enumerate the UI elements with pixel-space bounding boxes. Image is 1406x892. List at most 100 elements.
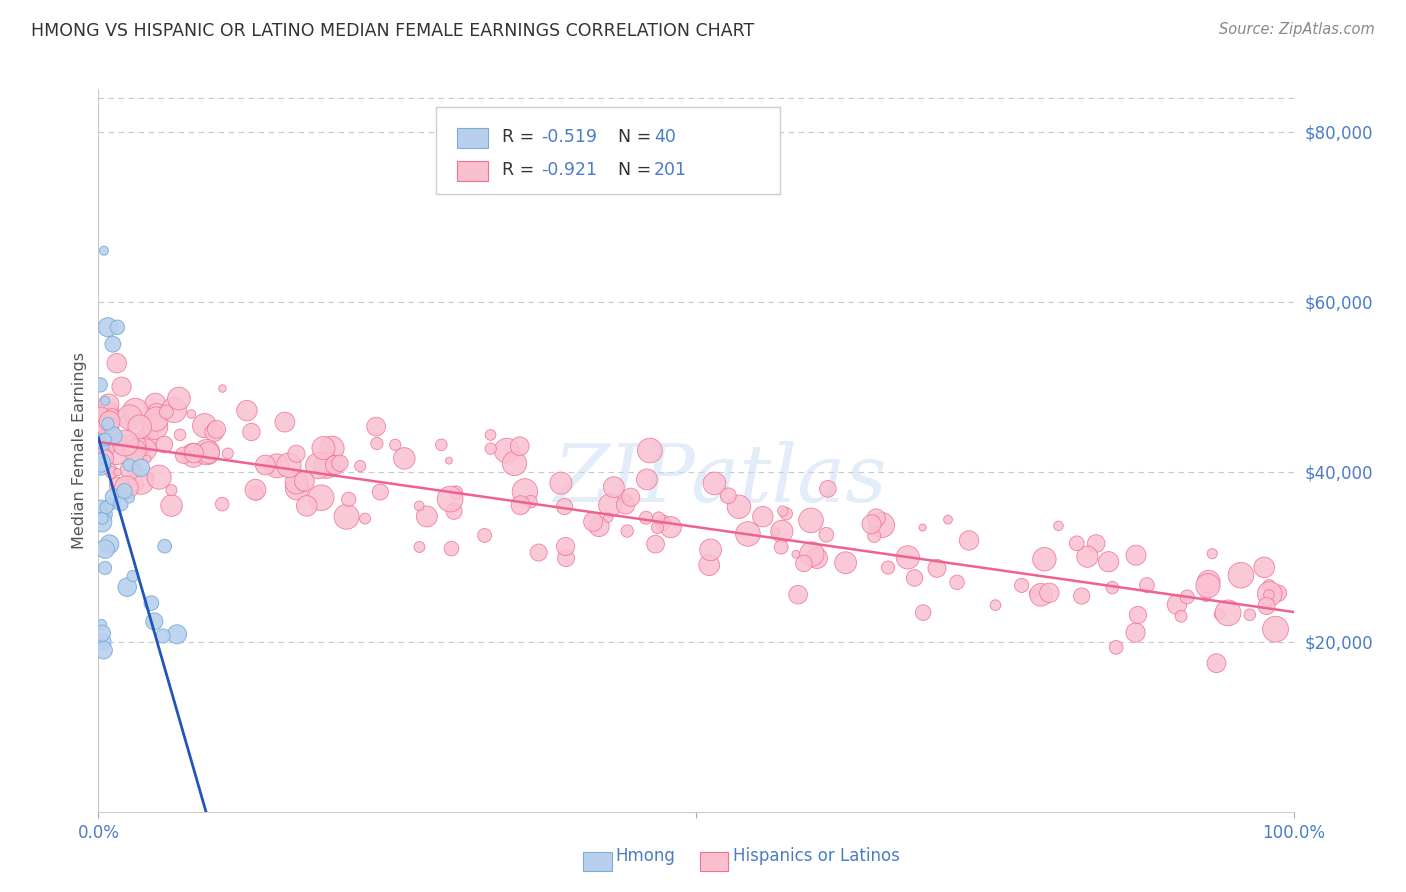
Point: [118, 410, 141, 425]
Point: [91, 454, 114, 468]
Point: [1066, 536, 1088, 550]
Point: [384, 438, 406, 452]
Point: [245, 486, 267, 500]
Point: [440, 541, 463, 556]
Point: [1239, 607, 1261, 622]
Point: [266, 458, 288, 473]
Point: [124, 462, 146, 476]
Point: [195, 445, 218, 459]
Point: [166, 627, 188, 641]
Point: [659, 520, 682, 534]
Point: [1267, 586, 1289, 600]
Point: [408, 499, 430, 513]
Point: [91, 414, 114, 428]
Point: [775, 507, 797, 521]
Point: [527, 545, 550, 559]
Point: [1101, 581, 1123, 595]
Point: [479, 428, 502, 442]
Point: [97, 320, 120, 334]
Point: [1170, 609, 1192, 624]
Point: [329, 456, 352, 470]
Point: [785, 547, 807, 561]
Point: [211, 497, 233, 511]
Point: [588, 519, 610, 533]
Point: [1258, 578, 1281, 592]
Point: [520, 494, 543, 508]
Point: [94, 542, 117, 557]
Point: [110, 435, 132, 450]
Point: [1098, 555, 1121, 569]
Point: [1208, 607, 1230, 622]
Point: [91, 634, 114, 648]
Text: 40: 40: [654, 128, 676, 145]
Point: [513, 484, 536, 499]
Point: [620, 490, 643, 504]
Point: [103, 490, 125, 504]
Point: [107, 320, 129, 334]
Text: -0.921: -0.921: [541, 161, 598, 178]
Point: [703, 476, 725, 491]
Point: [554, 540, 576, 554]
Point: [308, 458, 330, 473]
Point: [180, 407, 202, 421]
Point: [285, 481, 308, 495]
Text: Hispanics or Latinos: Hispanics or Latinos: [733, 847, 900, 865]
Point: [474, 528, 496, 542]
Point: [366, 436, 388, 450]
Point: [912, 606, 935, 620]
Point: [1011, 578, 1033, 592]
Point: [295, 499, 318, 513]
Point: [97, 417, 120, 431]
Point: [368, 485, 391, 500]
Point: [752, 509, 775, 524]
Point: [118, 458, 141, 472]
Point: [770, 524, 793, 539]
Point: [616, 524, 638, 538]
Point: [1230, 568, 1253, 582]
Point: [172, 448, 194, 462]
Point: [135, 442, 157, 457]
Point: [98, 433, 121, 447]
Point: [1256, 599, 1278, 613]
Point: [138, 429, 160, 443]
Point: [254, 458, 277, 472]
Point: [834, 556, 856, 570]
Point: [152, 629, 174, 643]
Point: [94, 393, 117, 408]
Point: [145, 405, 167, 419]
Point: [647, 520, 669, 534]
Point: [1125, 625, 1147, 640]
Text: -0.519: -0.519: [541, 128, 598, 145]
Point: [817, 482, 839, 496]
Point: [582, 515, 605, 529]
Point: [699, 542, 721, 557]
Point: [1085, 536, 1108, 550]
Point: [91, 508, 114, 522]
Text: 201: 201: [654, 161, 686, 178]
Point: [1216, 606, 1239, 620]
Point: [93, 643, 115, 657]
Point: [193, 418, 215, 433]
Point: [124, 439, 146, 453]
Point: [277, 458, 299, 473]
Point: [107, 465, 129, 479]
Point: [120, 462, 142, 476]
Point: [443, 504, 465, 518]
Point: [114, 412, 136, 426]
Point: [98, 537, 121, 551]
Point: [437, 453, 460, 467]
Point: [90, 458, 112, 473]
Text: Hmong: Hmong: [616, 847, 676, 865]
Point: [89, 378, 111, 392]
Point: [717, 489, 740, 503]
Point: [169, 427, 191, 442]
Point: [1105, 640, 1128, 655]
Point: [128, 419, 150, 434]
Point: [110, 497, 132, 511]
Point: [439, 491, 461, 506]
Point: [312, 441, 335, 455]
Point: [614, 498, 637, 512]
Point: [648, 511, 671, 525]
Text: R =: R =: [502, 161, 540, 178]
Point: [1175, 590, 1198, 604]
